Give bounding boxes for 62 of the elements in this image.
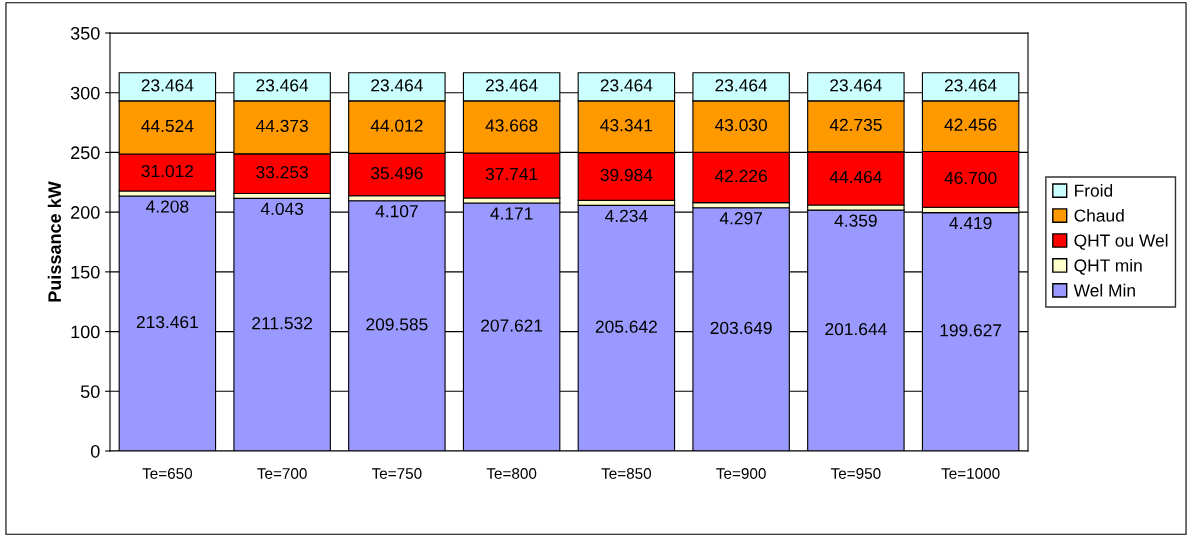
legend-label: Chaud bbox=[1074, 209, 1124, 222]
data-label: 205.642 bbox=[595, 320, 657, 333]
data-label: 23.464 bbox=[830, 79, 882, 92]
y-tick-label: 300 bbox=[70, 86, 100, 100]
data-label: 4.419 bbox=[949, 216, 992, 230]
y-axis-title: Puissance kW bbox=[47, 181, 62, 302]
data-label: 4.208 bbox=[146, 200, 189, 213]
x-tick-label: Te=1000 bbox=[941, 468, 1000, 479]
data-label: 43.030 bbox=[714, 118, 767, 132]
data-label: 23.464 bbox=[256, 79, 309, 92]
legend-label: Froid bbox=[1075, 184, 1113, 197]
data-label: 23.464 bbox=[715, 79, 768, 92]
data-label: 44.373 bbox=[255, 119, 308, 132]
data-label: 42.735 bbox=[829, 118, 882, 132]
data-label: 31.012 bbox=[141, 164, 194, 178]
data-label: 42.456 bbox=[944, 118, 997, 131]
data-label: 44.012 bbox=[370, 119, 423, 132]
x-tick-label: Te=700 bbox=[257, 468, 307, 479]
x-tick-label: Te=900 bbox=[716, 468, 766, 479]
data-label: 203.649 bbox=[710, 321, 772, 335]
x-tick-label: Te=750 bbox=[371, 468, 422, 479]
data-label: 4.297 bbox=[719, 212, 762, 225]
data-label: 23.464 bbox=[485, 79, 538, 92]
x-tick-label: Te=800 bbox=[486, 468, 537, 479]
data-label: 4.234 bbox=[605, 209, 648, 223]
y-tick-label: 100 bbox=[71, 325, 100, 339]
data-label: 4.359 bbox=[834, 214, 877, 227]
legend-label: QHT ou Wel bbox=[1074, 233, 1168, 250]
x-tick-label: Te=950 bbox=[830, 468, 881, 479]
data-label: 44.524 bbox=[141, 119, 194, 133]
data-label: 4.171 bbox=[490, 207, 533, 220]
data-label: 23.464 bbox=[600, 79, 653, 92]
data-label: 43.668 bbox=[485, 119, 538, 132]
data-label: 23.464 bbox=[141, 79, 194, 92]
data-label: 46.700 bbox=[944, 171, 997, 185]
x-tick-label: Te=650 bbox=[142, 468, 193, 479]
data-label: 207.621 bbox=[481, 319, 543, 332]
data-label: 213.461 bbox=[136, 315, 198, 329]
data-label: 4.107 bbox=[375, 205, 418, 218]
data-label: 4.043 bbox=[260, 202, 304, 215]
data-label: 199.627 bbox=[940, 324, 1002, 337]
data-label: 211.532 bbox=[252, 317, 312, 330]
y-tick-label: 200 bbox=[71, 206, 100, 219]
y-tick-label: 150 bbox=[71, 265, 100, 279]
y-tick-label: 50 bbox=[80, 385, 100, 399]
data-label: 42.226 bbox=[714, 169, 767, 183]
legend-label: QHT min bbox=[1074, 258, 1142, 275]
data-label: 209.585 bbox=[366, 318, 428, 331]
data-label: 37.741 bbox=[485, 167, 538, 181]
y-tick-label: 350 bbox=[70, 26, 100, 40]
legend-label: Wel Min bbox=[1073, 283, 1135, 297]
data-label: 23.464 bbox=[371, 79, 423, 92]
y-tick-label: 250 bbox=[71, 146, 100, 160]
data-label: 44.464 bbox=[829, 170, 882, 184]
y-tick-label: 0 bbox=[90, 444, 100, 458]
data-label: 35.496 bbox=[370, 166, 423, 180]
data-label: 201.644 bbox=[825, 322, 887, 336]
data-label: 33.253 bbox=[256, 166, 308, 179]
data-label: 23.464 bbox=[944, 79, 997, 92]
data-label: 43.341 bbox=[600, 119, 653, 132]
x-tick-label: Te=850 bbox=[601, 468, 652, 479]
data-label: 39.984 bbox=[600, 168, 653, 182]
